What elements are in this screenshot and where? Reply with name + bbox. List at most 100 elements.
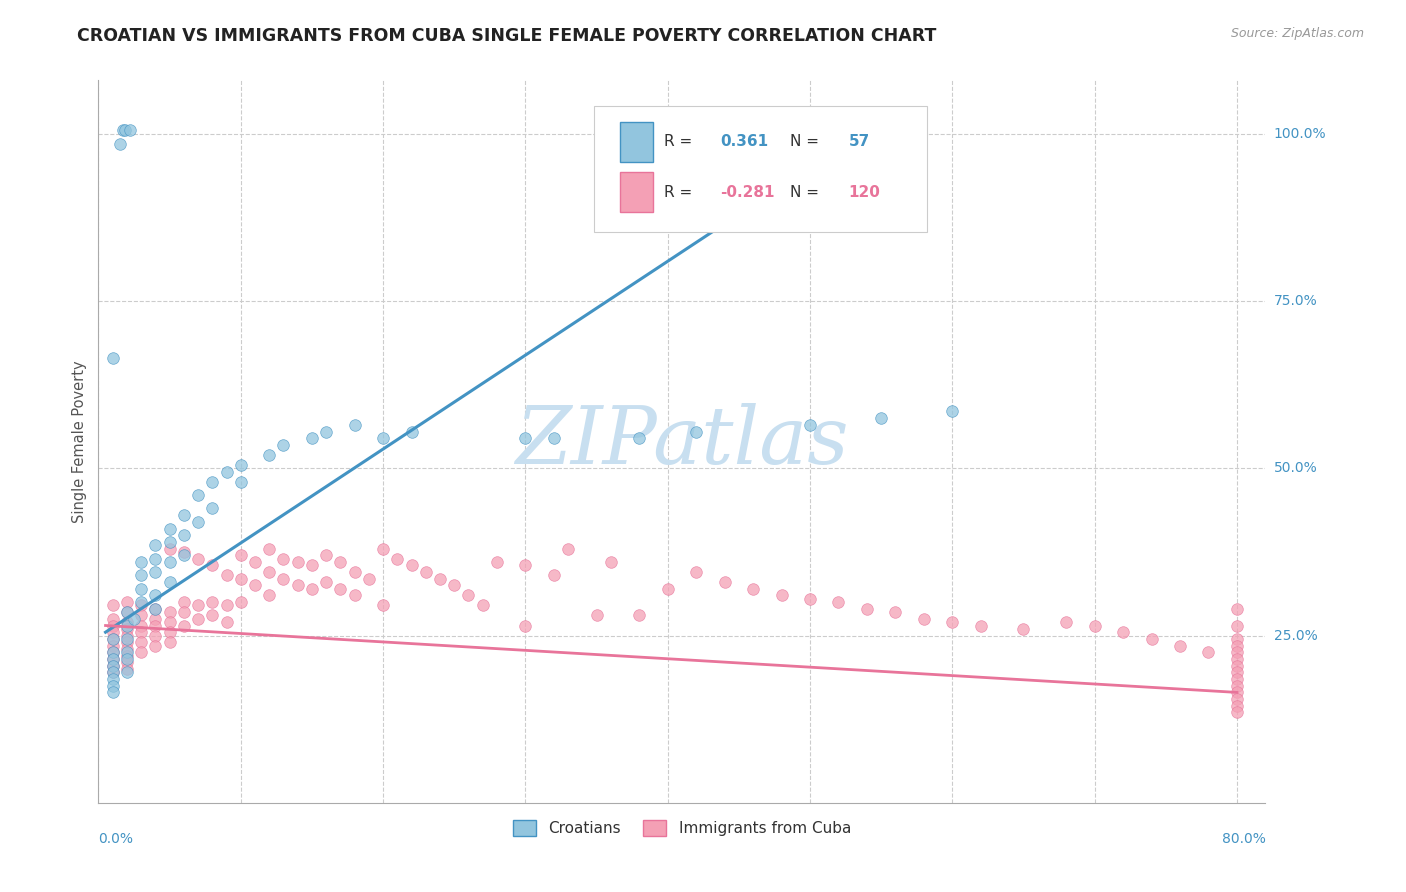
Point	[912, 612, 935, 626]
Text: 100.0%: 100.0%	[1274, 127, 1326, 141]
Point	[201, 501, 224, 516]
Point	[187, 551, 209, 566]
Point	[1226, 665, 1249, 680]
Point	[115, 622, 138, 636]
Point	[115, 605, 138, 619]
Point	[143, 551, 166, 566]
Point	[1112, 625, 1135, 640]
Point	[173, 618, 195, 632]
Point	[129, 645, 152, 659]
Point	[201, 595, 224, 609]
Point	[129, 582, 152, 596]
Point	[114, 123, 136, 137]
Point	[1226, 652, 1249, 666]
Point	[287, 555, 309, 569]
Text: N =: N =	[790, 134, 824, 149]
Point	[115, 662, 138, 676]
Point	[1140, 632, 1163, 646]
Point	[159, 521, 181, 535]
Point	[471, 599, 494, 613]
Point	[827, 595, 849, 609]
Point	[143, 602, 166, 616]
Point	[1226, 692, 1249, 706]
Point	[118, 123, 141, 137]
Point	[485, 555, 508, 569]
Point	[357, 572, 380, 586]
Point	[315, 425, 337, 439]
Point	[101, 645, 124, 659]
Point	[173, 508, 195, 523]
Point	[173, 595, 195, 609]
Text: ZIPatlas: ZIPatlas	[515, 403, 849, 480]
Point	[101, 665, 124, 680]
Point	[159, 635, 181, 649]
Point	[115, 665, 138, 680]
Point	[101, 632, 124, 646]
Point	[1226, 706, 1249, 720]
Point	[215, 615, 238, 630]
Point	[201, 558, 224, 573]
Point	[115, 618, 138, 632]
Point	[115, 632, 138, 646]
Point	[1012, 622, 1035, 636]
Point	[371, 599, 394, 613]
Point	[443, 578, 465, 592]
Point	[115, 642, 138, 657]
Point	[173, 548, 195, 563]
Legend: Croatians, Immigrants from Cuba: Croatians, Immigrants from Cuba	[506, 814, 858, 842]
Point	[129, 595, 152, 609]
Point	[329, 582, 352, 596]
Point	[515, 431, 537, 445]
Point	[315, 548, 337, 563]
Point	[941, 615, 963, 630]
Point	[229, 572, 252, 586]
Point	[387, 551, 409, 566]
Point	[1226, 679, 1249, 693]
Text: 120: 120	[849, 185, 880, 200]
Point	[101, 685, 124, 699]
Point	[187, 488, 209, 502]
Point	[371, 431, 394, 445]
Point	[115, 595, 138, 609]
Point	[599, 555, 621, 569]
Point	[257, 448, 280, 462]
Text: R =: R =	[665, 185, 697, 200]
Point	[159, 555, 181, 569]
Point	[173, 528, 195, 542]
Point	[101, 632, 124, 646]
Point	[101, 679, 124, 693]
FancyBboxPatch shape	[595, 105, 927, 232]
Point	[143, 538, 166, 552]
Point	[415, 565, 437, 579]
Point	[1084, 618, 1107, 632]
Point	[1226, 618, 1249, 632]
Point	[273, 551, 295, 566]
Point	[159, 575, 181, 590]
Text: R =: R =	[665, 134, 697, 149]
Point	[101, 665, 124, 680]
Point	[884, 605, 907, 619]
Text: 0.0%: 0.0%	[98, 831, 134, 846]
Point	[115, 628, 138, 642]
FancyBboxPatch shape	[620, 122, 652, 161]
Point	[1226, 698, 1249, 713]
Y-axis label: Single Female Poverty: Single Female Poverty	[72, 360, 87, 523]
Point	[115, 615, 138, 630]
Point	[1226, 632, 1249, 646]
Point	[429, 572, 451, 586]
Point	[301, 558, 323, 573]
Point	[173, 605, 195, 619]
Point	[129, 568, 152, 582]
Point	[685, 425, 707, 439]
Text: 25.0%: 25.0%	[1274, 629, 1317, 642]
Point	[229, 595, 252, 609]
Point	[343, 417, 366, 432]
Point	[1168, 639, 1191, 653]
Point	[585, 608, 607, 623]
Point	[343, 565, 366, 579]
Point	[401, 425, 423, 439]
Point	[941, 404, 963, 418]
Point	[243, 555, 266, 569]
Point	[215, 465, 238, 479]
Text: 57: 57	[849, 134, 870, 149]
